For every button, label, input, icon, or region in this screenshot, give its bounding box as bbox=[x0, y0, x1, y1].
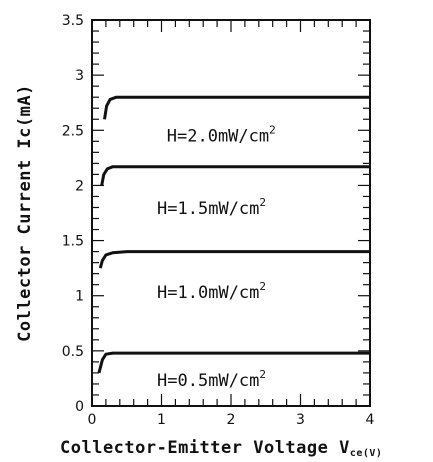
series-labels: H=0.5mW/cm2 H=1.0mW/cm2 H=1.5mW/cm2 H=2.0mW… bbox=[157, 123, 276, 391]
x-tick-label: 1 bbox=[157, 412, 166, 428]
series-label-superscript: 2 bbox=[259, 368, 266, 381]
y-tick-label: 3.5 bbox=[62, 13, 84, 29]
y-tick-label: 1 bbox=[75, 289, 84, 305]
series-label: H=1.0mW/cm2 bbox=[157, 280, 266, 303]
series-label: H=2.0mW/cm2 bbox=[167, 123, 276, 146]
x-tick-label: 4 bbox=[366, 412, 375, 428]
y-tick-label: 2 bbox=[75, 178, 84, 194]
series-label-superscript: 2 bbox=[259, 280, 266, 293]
ticks: 0 0.5 1 1.5 2 2.5 3 3.5 0 1 2 3 4 bbox=[62, 13, 375, 428]
y-tick-label: 0 bbox=[75, 399, 84, 415]
series-label-superscript: 2 bbox=[269, 123, 276, 136]
series-line bbox=[103, 95, 370, 120]
axis-titles: Collector-Emitter Voltage Vce(V) Collecto… bbox=[15, 84, 382, 459]
y-axis-title: Collector Current Ic(mA) bbox=[15, 84, 35, 342]
series-label: H=1.5mW/cm2 bbox=[157, 196, 266, 219]
y-tick-label: 3 bbox=[75, 68, 84, 84]
x-axis-title: Collector-Emitter Voltage Vce(V) bbox=[60, 438, 382, 459]
series-label-superscript: 2 bbox=[259, 196, 266, 209]
series-line bbox=[100, 165, 370, 186]
y-tick-label: 0.5 bbox=[62, 344, 84, 360]
x-tick-label: 2 bbox=[227, 412, 236, 428]
series bbox=[97, 95, 370, 374]
x-tick-label: 3 bbox=[296, 412, 305, 428]
series-line bbox=[97, 351, 370, 374]
y-tick-label: 1.5 bbox=[62, 234, 84, 250]
series-line bbox=[98, 250, 370, 269]
series-label: H=0.5mW/cm2 bbox=[157, 368, 266, 391]
y-tick-label: 2.5 bbox=[62, 123, 84, 139]
x-tick-label: 0 bbox=[88, 412, 97, 428]
